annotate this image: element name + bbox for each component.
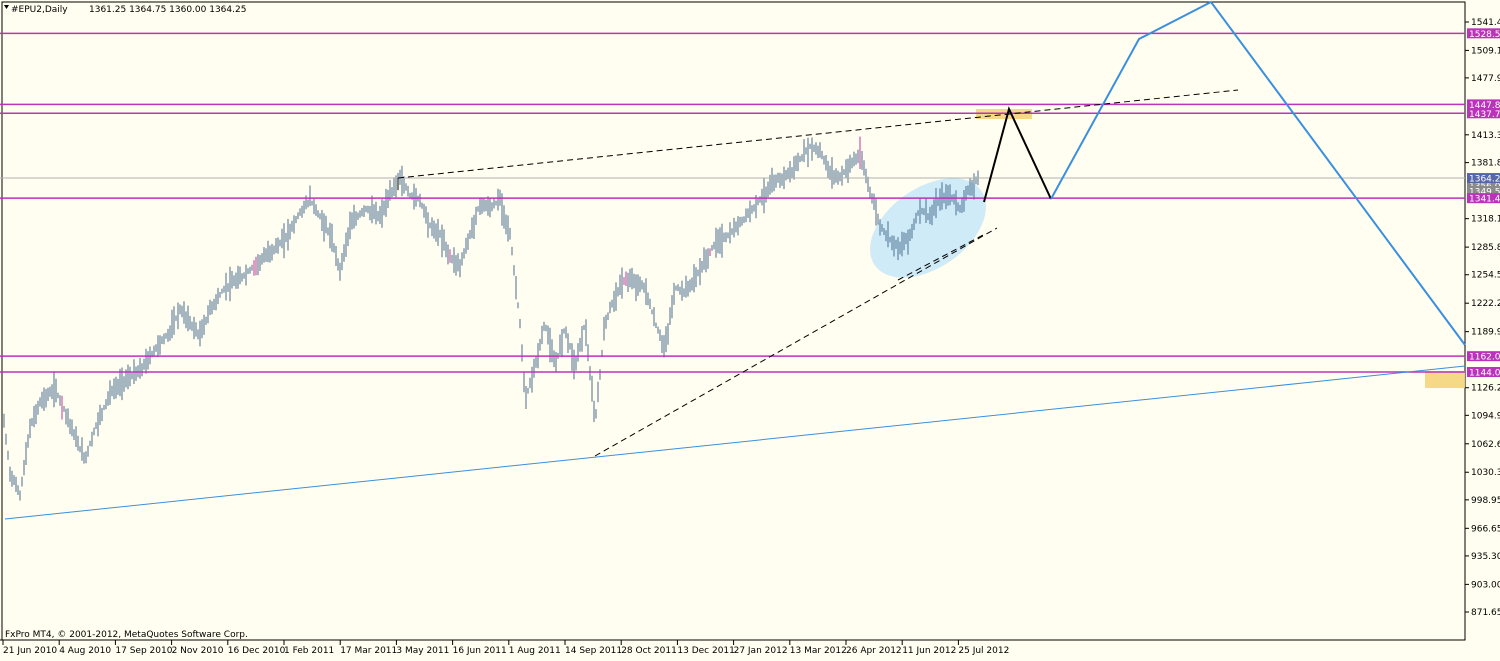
x-tick-label: 14 Sep 2011 (565, 646, 622, 656)
y-tick-label: 903.00 (1471, 580, 1500, 590)
level-price-tag-bg (1467, 351, 1500, 362)
chart-symbol-label: #EPU2,Daily (11, 5, 68, 15)
level-price-tag-bg (1467, 108, 1500, 119)
y-tick-label: 1541.40 (1471, 18, 1500, 28)
price-bars (3, 136, 979, 501)
level-price-tag: 1144.08 (1469, 369, 1500, 379)
dropdown-triangle-icon (4, 5, 9, 9)
extra-price-tag-bg (1467, 186, 1500, 197)
short-term-projection (983, 106, 1052, 203)
y-tick-label: 998.95 (1471, 496, 1500, 506)
consolidation-ellipse (870, 178, 986, 278)
x-tick-label: 27 Jan 2012 (734, 646, 788, 656)
long-term-trendline (4, 365, 1466, 520)
level-price-tag-bg (1467, 99, 1500, 110)
level-price-tag-bg (1467, 28, 1500, 39)
price-levels (0, 32, 1465, 373)
level-price-tag: 1447.87 (1469, 101, 1500, 111)
y-tick-label: 1062.60 (1471, 440, 1500, 450)
plot-frame (1, 1, 1466, 641)
x-axis: 21 Jun 2010 4 Aug 2010 17 Sep 2010 2 Nov 20… (2, 640, 1009, 656)
level-price-tag-bg (1467, 367, 1500, 378)
y-tick-label: 871.65 (1471, 608, 1500, 618)
copyright-label: FxPro MT4, © 2001-2012, MetaQuotes Softw… (5, 630, 248, 640)
extra-price-tag: 1349.50 (1469, 188, 1500, 198)
support-trendline (594, 227, 998, 457)
support-trendline-short (897, 233, 986, 281)
x-tick-label: 1 Aug 2011 (509, 646, 561, 656)
price-tags: 1356.001349.501528.551447.871437.771341.… (1467, 28, 1500, 379)
y-tick-label: 1477.95 (1471, 74, 1500, 84)
x-tick-label: 2 Nov 2010 (172, 646, 224, 656)
x-tick-label: 16 Dec 2010 (228, 646, 286, 656)
level-price-tag: 1162.07 (1469, 353, 1500, 363)
current-price-tag-bg (1467, 173, 1500, 184)
y-tick-label: 1030.30 (1471, 468, 1500, 478)
level-price-tag: 1528.55 (1469, 30, 1500, 40)
target-zone-lower (1425, 371, 1465, 388)
level-price-tag: 1341.41 (1469, 195, 1500, 205)
y-tick-label: 1318.15 (1471, 215, 1500, 225)
y-tick-label: 966.65 (1471, 524, 1500, 534)
x-tick-label: 1 Feb 2011 (284, 646, 334, 656)
x-tick-label: 26 Apr 2012 (846, 646, 902, 656)
x-tick-label: 25 Jul 2012 (958, 646, 1009, 656)
x-tick-label: 21 Jun 2010 (3, 646, 57, 656)
y-tick-label: 1094.90 (1471, 411, 1500, 421)
y-tick-label: 1126.25 (1471, 384, 1500, 394)
x-tick-label: 11 Jun 2012 (902, 646, 956, 656)
y-tick-label: 1509.15 (1471, 46, 1500, 56)
y-tick-label: 1381.80 (1471, 159, 1500, 169)
current-price-tag: 1364.25 (1469, 175, 1500, 185)
x-tick-label: 13 Dec 2011 (677, 646, 735, 656)
x-tick-label: 16 Jun 2011 (453, 646, 507, 656)
y-axis: 1541.40 1509.15 1477.95 1413.35 1381.80 1318.… (1465, 18, 1500, 618)
level-price-tag-bg (1467, 193, 1500, 204)
y-tick-label: 1413.35 (1471, 131, 1500, 141)
level-price-tag: 1437.77 (1469, 110, 1500, 120)
y-tick-label: 1222.20 (1471, 299, 1500, 309)
extra-price-tag-bg (1467, 180, 1500, 191)
x-tick-label: 28 Oct 2011 (621, 646, 677, 656)
x-tick-label: 13 Mar 2012 (790, 646, 847, 656)
chart-ohlc-label: 1361.25 1364.75 1360.00 1364.25 (89, 5, 246, 15)
x-tick-label: 17 Mar 2011 (340, 646, 397, 656)
long-term-projection (1050, 0, 1466, 346)
y-tick-label: 1285.85 (1471, 243, 1500, 253)
resistance-trendline (397, 89, 1239, 179)
x-tick-label: 4 Aug 2010 (59, 646, 111, 656)
x-tick-label: 17 Sep 2010 (115, 646, 172, 656)
y-tick-label: 1254.50 (1471, 271, 1500, 281)
y-tick-label: 1189.90 (1471, 328, 1500, 338)
y-tick-label: 935.30 (1471, 552, 1500, 562)
x-tick-label: 3 May 2011 (396, 646, 449, 656)
